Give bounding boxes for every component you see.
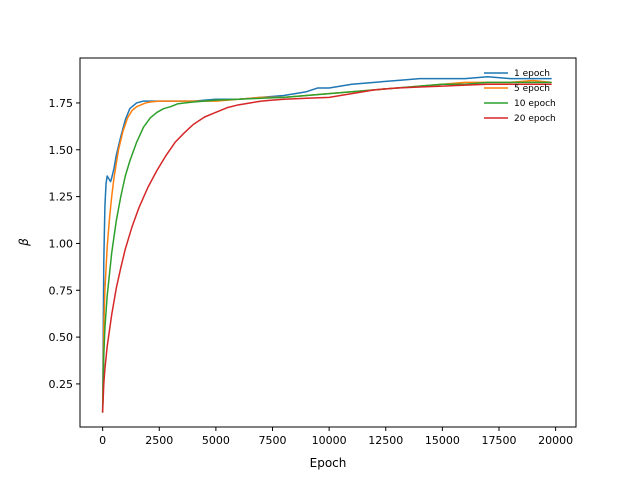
legend-label-3: 10 epoch bbox=[514, 99, 556, 109]
x-tick-label: 20000 bbox=[538, 434, 573, 447]
y-tick-label: 0.25 bbox=[49, 378, 74, 391]
y-tick-label: 1.25 bbox=[49, 191, 74, 204]
y-tick-label: 1.50 bbox=[49, 144, 74, 157]
x-tick-label: 5000 bbox=[202, 434, 230, 447]
series-line-4 bbox=[101, 83, 552, 413]
series-group bbox=[101, 75, 552, 413]
x-tick-label: 15000 bbox=[425, 434, 460, 447]
plot-background bbox=[80, 58, 576, 427]
axes-frame bbox=[79, 57, 577, 428]
plot-area bbox=[80, 58, 576, 427]
legend: 1 epoch 5 epoch 10 epoch 20 epoch bbox=[484, 69, 556, 124]
legend-label-4: 20 epoch bbox=[514, 114, 556, 124]
y-tick-label: 0.75 bbox=[49, 284, 74, 297]
y-tick-label: 0.50 bbox=[49, 331, 74, 344]
y-tick-label: 1.75 bbox=[49, 97, 74, 110]
legend-label-2: 5 epoch bbox=[514, 84, 550, 94]
x-tick-label: 17500 bbox=[481, 434, 516, 447]
axes-group: 0 2500 5000 7500 10000 12500 15000 17500 20000 0.… bbox=[49, 57, 577, 447]
x-tick-label: 7500 bbox=[259, 434, 287, 447]
x-axis-label: Epoch bbox=[310, 456, 347, 470]
x-tick-label: 12500 bbox=[368, 434, 403, 447]
x-tick-label: 0 bbox=[99, 434, 106, 447]
x-tick-label: 2500 bbox=[145, 434, 173, 447]
x-tick-label: 10000 bbox=[312, 434, 347, 447]
legend-label-1: 1 epoch bbox=[514, 69, 550, 79]
y-tick-label: 1.00 bbox=[49, 237, 74, 250]
series-line-3 bbox=[101, 81, 552, 413]
y-axis-label: β bbox=[17, 238, 31, 247]
